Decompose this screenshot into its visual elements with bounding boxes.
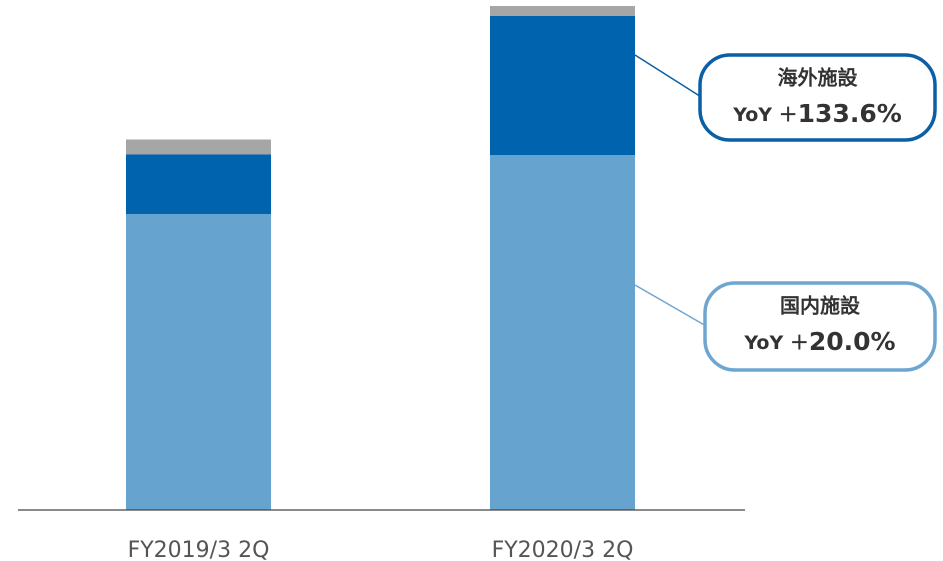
callout-text: YoY ＋20.0% — [743, 327, 895, 356]
callout-value: 133.6% — [798, 99, 902, 128]
callout-title: 国内施設 — [780, 294, 861, 318]
x-tick-label: FY2019/3 2Q — [128, 538, 270, 561]
callout-box — [698, 53, 937, 142]
callout-line — [634, 54, 703, 99]
bar-segment — [126, 154, 271, 214]
bar-segment — [490, 6, 635, 16]
callout-text: YoY ＋133.6% — [732, 99, 902, 128]
callout-value: 20.0% — [809, 327, 896, 356]
callout-line — [634, 284, 708, 328]
callout-prefix: YoY ＋ — [743, 332, 808, 354]
bar-segment — [126, 214, 271, 510]
bar-segment — [490, 16, 635, 155]
callout-prefix: YoY ＋ — [732, 104, 797, 126]
callout-title: 海外施設 — [778, 66, 859, 90]
bar-segment — [126, 139, 271, 155]
callout-box — [703, 281, 937, 372]
x-tick-label: FY2020/3 2Q — [492, 538, 634, 561]
bar-segment — [490, 155, 635, 510]
